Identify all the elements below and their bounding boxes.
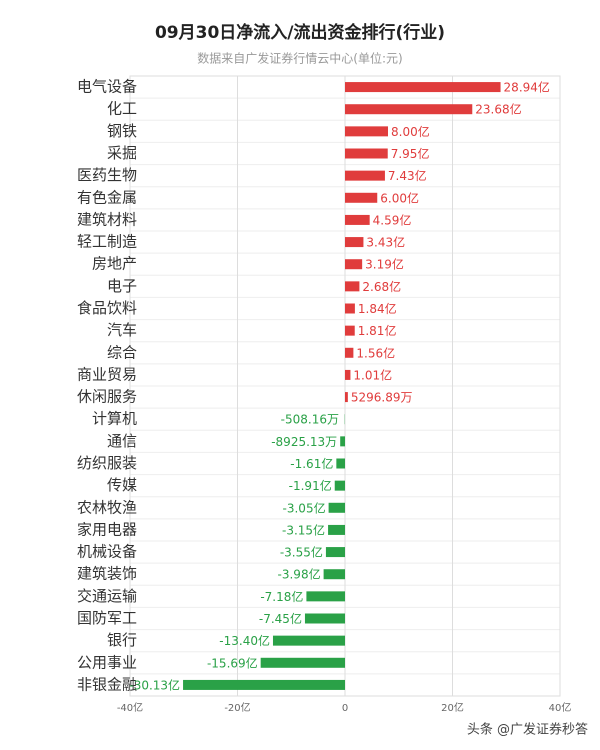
x-tick-label: -20亿 — [224, 701, 250, 714]
y-tick-label: 通信 — [107, 432, 137, 450]
y-tick-label: 非银金融 — [77, 675, 137, 693]
y-tick-label: 房地产 — [92, 255, 137, 273]
y-tick-label: 公用事业 — [77, 653, 137, 671]
y-tick-label: 化工 — [107, 100, 137, 118]
bar — [336, 458, 345, 469]
bar — [325, 547, 345, 558]
value-label: -508.16万 — [281, 413, 339, 427]
bar — [345, 126, 388, 137]
value-label: -3.15亿 — [282, 522, 325, 537]
y-tick-label: 机械设备 — [77, 543, 137, 561]
y-tick-label: 传媒 — [107, 476, 137, 494]
value-label: 1.81亿 — [358, 323, 397, 338]
y-tick-label: 钢铁 — [107, 122, 137, 140]
y-tick-label: 有色金属 — [77, 188, 137, 206]
bar — [345, 82, 501, 93]
bar — [345, 392, 348, 403]
y-tick-label: 纺织服装 — [77, 454, 137, 472]
bar — [345, 104, 473, 115]
y-tick-label: 电子 — [107, 277, 137, 295]
y-tick-label: 建筑材料 — [77, 210, 137, 228]
y-tick-label: 计算机 — [92, 410, 137, 428]
value-label: 2.68亿 — [362, 279, 401, 294]
bar — [345, 325, 355, 336]
value-label: -13.40亿 — [219, 633, 270, 648]
bar — [340, 436, 345, 447]
value-label: -15.69亿 — [207, 655, 258, 670]
bar — [345, 303, 355, 314]
value-label: -1.91亿 — [289, 478, 332, 493]
bar — [260, 657, 345, 668]
bar — [345, 259, 363, 270]
value-label: -8925.13万 — [271, 435, 337, 449]
y-tick-label: 农林牧渔 — [77, 498, 137, 516]
y-tick-label: 建筑装饰 — [77, 565, 137, 583]
bar — [334, 480, 345, 491]
y-tick-label: 家用电器 — [77, 520, 137, 538]
value-label: 1.84亿 — [358, 301, 397, 316]
y-tick-label: 食品饮料 — [77, 299, 137, 317]
value-label: 6.00亿 — [380, 190, 419, 205]
value-label: 4.59亿 — [373, 212, 412, 227]
y-tick-label: 采掘 — [107, 144, 137, 162]
bar — [345, 192, 378, 203]
value-label: -1.61亿 — [290, 456, 333, 471]
bar — [272, 635, 345, 646]
y-tick-label: 电气设备 — [77, 78, 137, 96]
chart-subtitle: 数据来自广发证券行情云中心(单位:元) — [197, 51, 402, 66]
x-tick-label: -40亿 — [117, 701, 143, 714]
bar — [345, 214, 370, 225]
bar — [345, 148, 388, 159]
bar — [304, 613, 345, 624]
value-label: 8.00亿 — [391, 124, 430, 139]
value-label: 3.43亿 — [366, 235, 405, 250]
y-tick-label: 交通运输 — [77, 587, 137, 605]
value-label: 7.43亿 — [388, 168, 427, 183]
x-tick-label: 0 — [342, 703, 348, 714]
value-label: -30.13亿 — [129, 677, 180, 692]
y-tick-label: 国防军工 — [77, 609, 137, 627]
bar — [328, 524, 345, 535]
value-label: -7.18亿 — [260, 589, 303, 604]
y-tick-label: 医药生物 — [77, 166, 137, 184]
value-label: 7.95亿 — [391, 146, 430, 161]
value-label: 5296.89万 — [351, 391, 413, 405]
y-tick-label: 轻工制造 — [77, 233, 137, 251]
value-label: -3.98亿 — [278, 567, 321, 582]
bar — [345, 369, 351, 380]
x-tick-label: 20亿 — [441, 701, 464, 714]
value-label: 1.01亿 — [353, 367, 392, 382]
value-label: 1.56亿 — [356, 345, 395, 360]
x-tick-label: 40亿 — [549, 701, 572, 714]
y-tick-label: 银行 — [107, 631, 137, 649]
bar — [345, 170, 385, 181]
value-label: 3.19亿 — [365, 257, 404, 272]
bar — [345, 347, 354, 358]
y-tick-label: 综合 — [107, 343, 137, 361]
bar — [323, 569, 345, 580]
y-tick-label: 休闲服务 — [77, 388, 137, 406]
bar — [345, 281, 360, 292]
chart-title: 09月30日净流入/流出资金排行(行业) — [155, 22, 445, 43]
watermark: 头条 @广发证券秒答 — [467, 722, 588, 738]
bar — [183, 679, 345, 690]
bar — [306, 591, 345, 602]
value-label: -3.55亿 — [280, 545, 323, 560]
bar — [345, 237, 364, 248]
y-tick-label: 汽车 — [107, 321, 137, 339]
bar — [328, 502, 345, 513]
y-tick-label: 商业贸易 — [77, 365, 137, 383]
value-label: 28.94亿 — [504, 80, 550, 95]
value-label: 23.68亿 — [475, 102, 521, 117]
value-label: -3.05亿 — [283, 500, 326, 515]
value-label: -7.45亿 — [259, 611, 302, 626]
